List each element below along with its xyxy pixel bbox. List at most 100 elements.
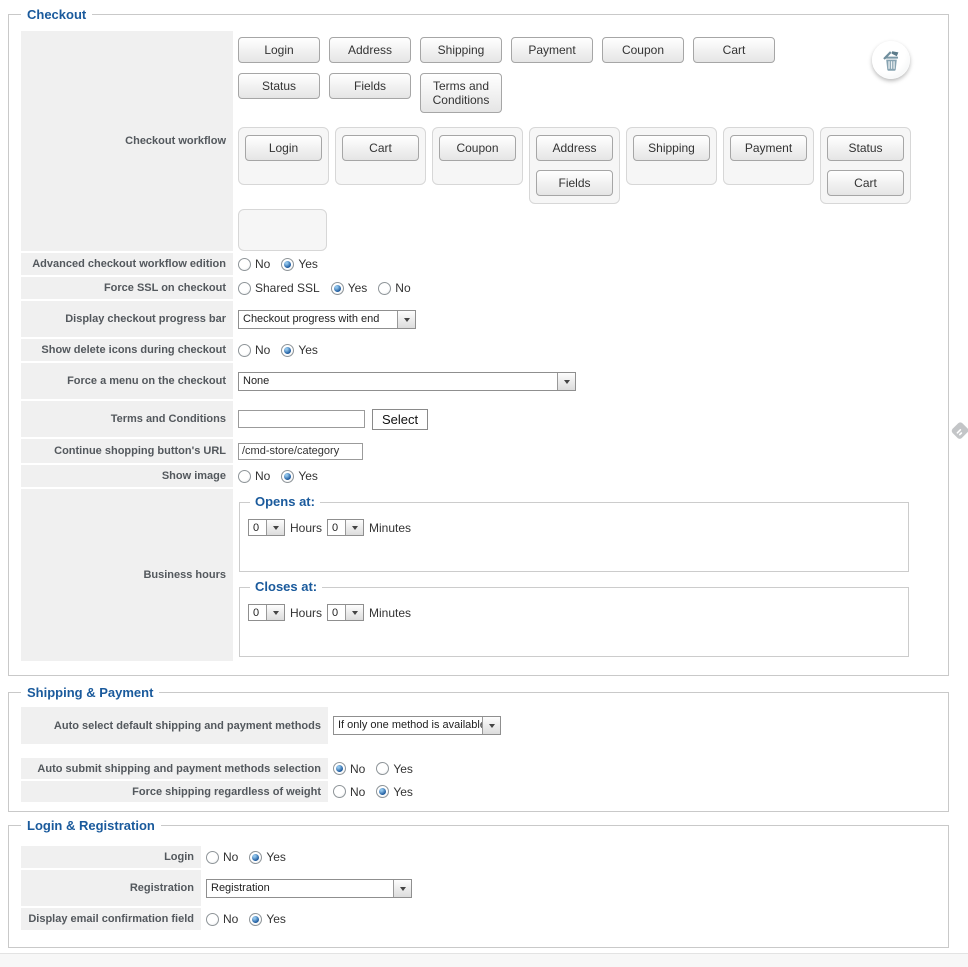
advanced-edition-label: Advanced checkout workflow edition [21, 253, 233, 275]
workflow-sequence: Login Cart Coupon Address Fields [238, 127, 917, 204]
workflow-slot-5[interactable]: Shipping [626, 127, 717, 185]
radio-option-yes[interactable]: Yes [249, 850, 286, 864]
clear-workflow-button[interactable] [872, 41, 910, 79]
continue-url-label: Continue shopping button's URL [21, 439, 233, 463]
workflow-step-login[interactable]: Login [245, 135, 322, 161]
feed-overlay-icon[interactable] [950, 421, 968, 452]
opens-minutes-select[interactable]: 0 [327, 519, 365, 536]
radio-yes-icon[interactable] [281, 257, 295, 271]
workflow-step-status[interactable]: Status [827, 135, 904, 161]
radio-option-no[interactable]: No [238, 257, 270, 271]
workflow-slot-4[interactable]: Address Fields [529, 127, 620, 204]
palette-button-fields[interactable]: Fields [329, 73, 411, 99]
radio-yes-icon[interactable] [281, 343, 295, 357]
workflow-step-address[interactable]: Address [536, 135, 613, 161]
chevron-down-icon [266, 605, 284, 620]
radio-no-icon[interactable] [206, 912, 219, 926]
workflow-palette-row-1: Login Address Shipping Payment Coupon Ca… [238, 37, 784, 63]
workflow-step-coupon[interactable]: Coupon [439, 135, 516, 161]
radio-option-shared-ssl[interactable]: Shared SSL [238, 281, 320, 295]
radio-no-icon[interactable] [238, 469, 251, 483]
workflow-step-payment[interactable]: Payment [730, 135, 807, 161]
continue-url-input[interactable] [238, 442, 363, 460]
force-ssl-label: Force SSL on checkout [21, 277, 233, 299]
workflow-step-cart-2[interactable]: Cart [827, 170, 904, 196]
palette-button-cart[interactable]: Cart [693, 37, 775, 63]
opens-at-fieldset: Opens at: 0 Hours 0 Minutes [239, 494, 909, 572]
radio-option-no[interactable]: No [206, 912, 238, 926]
radio-yes-icon[interactable] [281, 469, 295, 483]
force-menu-label: Force a menu on the checkout [21, 363, 233, 399]
workflow-step-shipping[interactable]: Shipping [633, 135, 710, 161]
minutes-label: Minutes [369, 605, 412, 620]
trash-delete-icon [883, 51, 899, 71]
closes-at-fieldset: Closes at: 0 Hours 0 Minutes [239, 579, 909, 657]
radio-option-no[interactable]: No [206, 850, 238, 864]
palette-button-payment[interactable]: Payment [511, 37, 593, 63]
radio-option-yes[interactable]: Yes [376, 762, 413, 776]
checkout-workflow-editor: Login Address Shipping Payment Coupon Ca… [233, 31, 948, 251]
force-menu-select[interactable]: None [238, 371, 576, 391]
registration-select[interactable]: Registration [206, 878, 412, 898]
terms-input[interactable] [238, 410, 365, 428]
workflow-step-fields[interactable]: Fields [536, 170, 613, 196]
radio-no-icon[interactable] [333, 762, 346, 775]
terms-row: Terms and Conditions Select [21, 401, 948, 437]
chevron-down-icon [266, 520, 284, 535]
radio-yes-icon[interactable] [330, 281, 344, 295]
radio-shared-ssl-icon[interactable] [238, 281, 251, 295]
workflow-slot-7[interactable]: Status Cart [820, 127, 911, 204]
continue-url-content [233, 439, 948, 463]
palette-button-status[interactable]: Status [238, 73, 320, 99]
closes-at-controls: 0 Hours 0 Minutes [248, 604, 898, 621]
palette-button-terms[interactable]: Terms and Conditions [420, 73, 502, 113]
radio-option-yes[interactable]: Yes [330, 281, 367, 295]
workflow-slot-1[interactable]: Login [238, 127, 329, 185]
closes-hours-select[interactable]: 0 [248, 604, 285, 621]
force-shipping-options: No Yes [328, 781, 948, 802]
login-registration-panel: Login & Registration Login No Yes Regist… [8, 817, 949, 948]
auto-select-select[interactable]: If only one method is available [333, 716, 501, 735]
palette-button-coupon[interactable]: Coupon [602, 37, 684, 63]
opens-hours-select[interactable]: 0 [248, 519, 285, 536]
palette-button-address[interactable]: Address [329, 37, 411, 63]
workflow-slot-3[interactable]: Coupon [432, 127, 523, 185]
spacer [21, 746, 948, 758]
radio-no-icon[interactable] [238, 343, 251, 357]
chevron-down-icon [397, 310, 415, 328]
radio-no-icon[interactable] [378, 281, 392, 295]
workflow-slot-6[interactable]: Payment [723, 127, 814, 185]
progress-bar-select[interactable]: Checkout progress with end [238, 309, 416, 329]
radio-option-no[interactable]: No [333, 762, 365, 776]
workflow-slot-2[interactable]: Cart [335, 127, 426, 185]
radio-option-yes[interactable]: Yes [281, 469, 318, 483]
radio-option-no[interactable]: No [378, 281, 411, 295]
progress-bar-label: Display checkout progress bar [21, 301, 233, 337]
radio-option-yes[interactable]: Yes [281, 343, 318, 357]
chevron-down-icon [345, 520, 364, 535]
radio-yes-icon[interactable] [376, 762, 390, 775]
chevron-down-icon [393, 879, 411, 897]
palette-button-shipping[interactable]: Shipping [420, 37, 502, 63]
radio-yes-icon[interactable] [376, 785, 390, 798]
radio-no-icon[interactable] [333, 785, 346, 798]
auto-submit-label: Auto submit shipping and payment methods… [21, 758, 328, 779]
business-hours-content: Opens at: 0 Hours 0 Minutes [233, 489, 948, 661]
workflow-empty-slot[interactable] [238, 209, 327, 251]
radio-option-yes[interactable]: Yes [281, 257, 318, 271]
radio-yes-icon[interactable] [249, 912, 263, 926]
delete-icons-label: Show delete icons during checkout [21, 339, 233, 361]
force-shipping-row: Force shipping regardless of weight No Y… [21, 781, 948, 802]
radio-option-yes[interactable]: Yes [376, 785, 413, 799]
terms-select-button[interactable]: Select [372, 408, 429, 430]
radio-yes-icon[interactable] [249, 850, 263, 864]
palette-button-login[interactable]: Login [238, 37, 320, 63]
radio-no-icon[interactable] [238, 257, 251, 271]
radio-option-no[interactable]: No [238, 343, 270, 357]
radio-option-yes[interactable]: Yes [249, 912, 286, 926]
radio-option-no[interactable]: No [333, 785, 365, 799]
closes-minutes-select[interactable]: 0 [327, 604, 365, 621]
radio-no-icon[interactable] [206, 850, 219, 864]
radio-option-no[interactable]: No [238, 469, 270, 483]
workflow-step-cart[interactable]: Cart [342, 135, 419, 161]
